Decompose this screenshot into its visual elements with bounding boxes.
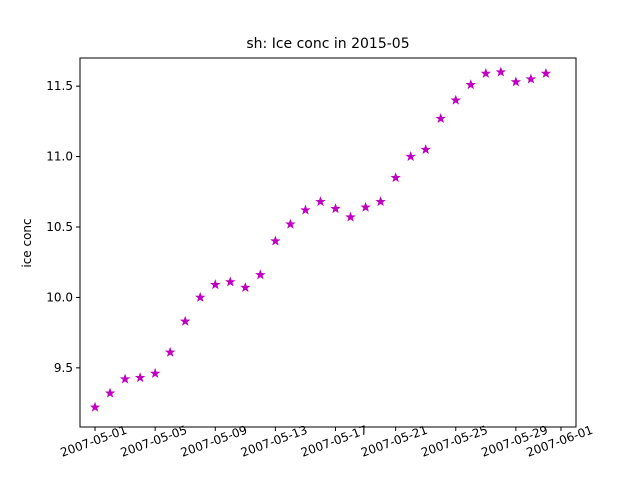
data-point [104,387,116,398]
data-point [405,151,416,162]
y-tick-label: 11.5 [46,79,73,93]
data-point [315,196,326,207]
data-point [480,68,492,78]
x-axis-ticks: 2007-05-012007-05-052007-05-092007-05-13… [58,423,594,460]
y-tick-label: 11.0 [46,150,73,164]
data-point [450,94,461,105]
data-point [420,144,431,154]
data-point [300,204,311,215]
plot-area-frame [79,57,577,428]
data-point [285,218,296,229]
data-point [390,172,401,183]
data-point [465,79,476,90]
y-axis-ticks: 9.5 10.0 10.5 11.0 11.5 [46,79,80,375]
x-tick-label: 2007-05-09 [179,423,249,460]
y-tick-label: 10.0 [46,290,73,304]
y-axis-label: ice conc [20,218,34,267]
data-point [510,76,522,87]
data-point [119,373,131,384]
data-point [270,235,281,246]
data-point [195,291,206,302]
data-point [149,368,161,378]
data-point [240,282,251,292]
x-tick-label: 2007-05-13 [239,423,309,460]
x-tick-label: 2007-05-25 [419,423,489,460]
data-point [360,201,371,212]
data-point [540,68,552,78]
x-tick-label: 2007-05-17 [299,423,369,460]
data-point [375,196,386,207]
data-point [525,73,537,84]
data-point [164,346,176,357]
data-point [495,66,507,77]
y-tick-label: 10.5 [46,220,73,234]
data-point [225,276,236,287]
data-point [255,269,266,280]
x-tick-label: 2007-05-21 [359,423,429,460]
y-tick-label: 9.5 [54,361,73,375]
data-point [345,211,356,222]
data-point [435,113,446,123]
data-point [89,401,101,412]
data-point [180,315,191,326]
data-point [210,279,221,290]
data-point [134,372,146,383]
x-tick-label: 2007-05-05 [119,423,189,460]
data-points [89,66,552,412]
x-tick-label: 2007-05-01 [58,423,128,460]
data-point [330,203,341,214]
chart-title: sh: Ice conc in 2015-05 [246,36,409,52]
